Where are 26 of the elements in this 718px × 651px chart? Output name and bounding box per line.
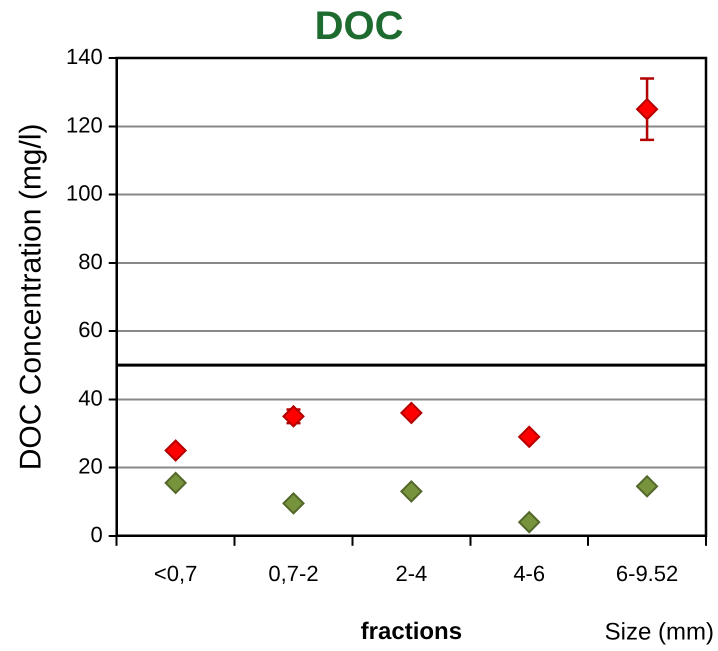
point — [636, 98, 658, 120]
point — [636, 475, 658, 498]
point — [400, 402, 422, 424]
y-tick-label: 40 — [78, 385, 103, 410]
point — [164, 439, 187, 462]
y-tick-label: 140 — [66, 44, 103, 70]
x-tick-label: <0,7 — [154, 561, 198, 586]
point — [518, 426, 540, 448]
point — [282, 492, 304, 514]
y-tick-label: 120 — [66, 112, 103, 138]
x-tick-label: 0,7-2 — [268, 561, 319, 586]
y-axis-title: DOC Concentration (mg/l) — [14, 124, 48, 470]
y-tick-label: 80 — [78, 248, 103, 274]
y-tick-label: 60 — [78, 317, 103, 342]
y-tick-label: 0 — [90, 522, 103, 547]
point — [164, 472, 187, 494]
chart-title: DOC — [314, 4, 404, 48]
point — [400, 480, 422, 502]
x-tick-label: 4-6 — [513, 561, 546, 586]
x-axis-title: fractions — [360, 618, 462, 646]
point — [518, 511, 540, 534]
x-tick-label: 6-9.52 — [616, 561, 678, 586]
x-tick-label: 2-4 — [395, 561, 428, 586]
text: Size (mm) — [604, 618, 714, 646]
y-tick-label: 100 — [66, 180, 103, 206]
y-tick-label: 20 — [78, 454, 103, 479]
